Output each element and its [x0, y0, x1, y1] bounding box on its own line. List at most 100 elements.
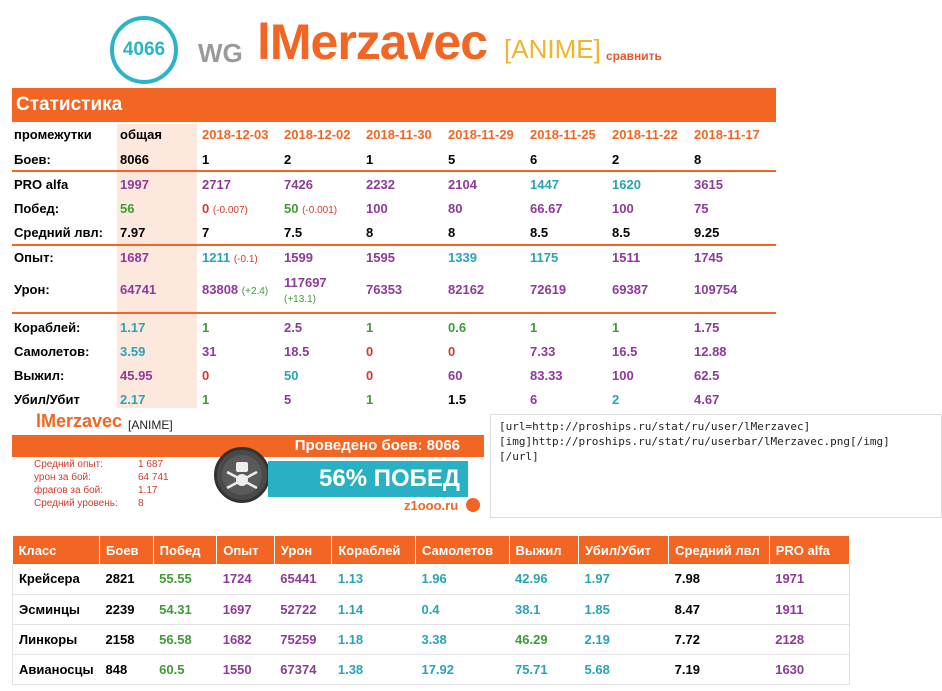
class-cell: 8.47 — [668, 594, 770, 625]
stats-cell: 109754 — [694, 282, 738, 297]
stats-cell: 2717 — [202, 177, 231, 192]
period-date[interactable]: 2018-11-22 — [612, 127, 678, 142]
stats-cell: 2 — [612, 152, 620, 167]
class-table: Класс Боев Побед Опыт Урон Кораблей Самолетов В… — [11, 536, 851, 685]
stats-cell: 2.5 — [284, 320, 303, 335]
class-cell: 65441 — [274, 564, 332, 595]
class-cell: 56.58 — [153, 624, 217, 655]
stats-cell: 72619 — [530, 282, 567, 297]
pirate-emblem-icon — [214, 447, 270, 503]
alliance-tag[interactable]: [ANIME] — [504, 34, 601, 64]
class-cell: 848 — [99, 654, 154, 685]
stats-cell: 2 — [284, 152, 292, 167]
stats-cell: 1 — [202, 152, 210, 167]
class-table-header[interactable]: Боев — [99, 536, 154, 564]
class-cell: 1.96 — [415, 564, 510, 595]
class-cell: 5.68 — [578, 654, 669, 685]
stats-cell: 1 — [530, 320, 538, 335]
class-cell: 1.38 — [331, 654, 416, 685]
stats-row: Урон: 64741 83808 (+2.4) 117697 (+13.1) 76353… — [12, 270, 776, 310]
class-table-header[interactable]: Побед — [153, 536, 218, 564]
stats-cell: 7 — [202, 225, 210, 240]
stats-cell: 3615 — [694, 177, 723, 192]
period-date[interactable]: 2018-12-02 — [284, 127, 351, 142]
stats-cell: 1 — [612, 320, 620, 335]
class-cell: 38.1 — [509, 594, 579, 625]
userbar-info-line: Средний уровень: 8 — [34, 498, 144, 509]
stats-cell: 31 — [202, 344, 217, 359]
period-date[interactable]: 2018-11-29 — [448, 127, 514, 142]
class-cell: 55.55 — [153, 564, 217, 595]
stats-row-label: Урон: — [14, 282, 50, 297]
class-cell: 2821 — [99, 564, 154, 595]
table-row: Эсминцы 2239 54.31 1697 52722 1.14 0.4 38.1 1.85… — [11, 594, 851, 625]
class-cell: 1.85 — [578, 594, 669, 625]
bbcode-line: [url=http://proships.ru/stat/ru/user/lMe… — [499, 420, 811, 433]
stats-cell: 66.67 — [530, 201, 563, 216]
stats-cell: 1339 — [448, 250, 477, 265]
stats-row: Убил/Убит 2.17 1 5 1 1.5 6 2 4.67 — [12, 388, 776, 412]
bbcode-box[interactable]: [url=http://proships.ru/stat/ru/user/lMe… — [490, 414, 942, 518]
compare-link[interactable]: сравнить — [606, 49, 662, 63]
stats-cell: 1447 — [530, 177, 559, 192]
stats-cell: 0 (-0.007) — [202, 201, 248, 216]
class-cell: 52722 — [274, 594, 332, 625]
stats-cell: 1 — [202, 320, 210, 335]
period-total: общая — [120, 127, 162, 142]
stats-cell: 2232 — [366, 177, 395, 192]
stats-row-label: Кораблей: — [14, 320, 81, 335]
class-cell: 54.31 — [153, 594, 217, 625]
period-date[interactable]: 2018-12-03 — [202, 127, 269, 142]
class-cell: 1630 — [769, 654, 851, 685]
class-cell: 1.13 — [331, 564, 416, 595]
stats-divider — [12, 312, 776, 314]
stats-cell: 80 — [448, 201, 463, 216]
period-date[interactable]: 2018-11-25 — [530, 127, 596, 142]
class-table-header[interactable]: Кораблей — [331, 536, 416, 564]
class-cell: 42.96 — [509, 564, 579, 595]
stats-cell: 0 — [448, 344, 456, 359]
stats-cell: 1 — [202, 392, 210, 407]
stats-cell: 1595 — [366, 250, 395, 265]
stats-cell: 7.97 — [120, 225, 146, 240]
stats-cell: 18.5 — [284, 344, 310, 359]
period-date[interactable]: 2018-11-17 — [694, 127, 760, 142]
stats-cell: 1 — [366, 392, 374, 407]
class-table-header[interactable]: Класс — [12, 536, 101, 564]
class-table-header[interactable]: Самолетов — [415, 536, 510, 564]
stats-cell: 2 — [612, 392, 620, 407]
class-cell: 75259 — [274, 624, 332, 655]
class-table-header[interactable]: Урон — [274, 536, 333, 564]
stats-cell: 76353 — [366, 282, 403, 297]
class-cell: 75.71 — [509, 654, 579, 685]
period-date[interactable]: 2018-11-30 — [366, 127, 432, 142]
userbar-info-line: Средний опыт: 1 687 — [34, 459, 164, 470]
periods-label: промежутки — [14, 127, 92, 142]
stats-cell: 1.5 — [448, 392, 467, 407]
stats-cell: 5 — [448, 152, 456, 167]
stats-delta: (+13.1) — [284, 294, 316, 305]
stats-cell: 1.17 — [120, 320, 146, 335]
class-table-header[interactable]: Убил/Убит — [578, 536, 670, 564]
class-cell: 1911 — [769, 594, 851, 625]
stats-cell: 8 — [366, 225, 374, 240]
clan-tag[interactable]: WG — [198, 38, 243, 68]
stats-cell: 100 — [366, 201, 388, 216]
userbar-nickname: lMerzavec — [36, 411, 123, 431]
stats-cell: 5 — [284, 392, 292, 407]
stats-cell: 1511 — [612, 250, 641, 265]
stats-cell: 9.25 — [694, 225, 720, 240]
stats-cell: 6 — [530, 392, 538, 407]
class-table-header[interactable]: Выжил — [509, 536, 580, 564]
stats-divider — [12, 244, 776, 246]
stats-row: Опыт: 1687 1211 (-0.1) 1599 1595 1339 1175 1511… — [12, 246, 776, 270]
class-table-header[interactable]: Опыт — [216, 536, 275, 564]
class-cell: 1.18 — [331, 624, 416, 655]
stats-cell: 100 — [612, 368, 634, 383]
class-table-header[interactable]: PRO alfa — [769, 536, 851, 564]
stats-cell: 7426 — [284, 177, 313, 192]
class-table-header[interactable]: Средний лвл — [668, 536, 770, 564]
stats-row: Средний лвл: 7.97 7 7.5 8 8 8.5 8.5 9.25 — [12, 221, 776, 245]
stats-cell: 0.6 — [448, 320, 467, 335]
stats-cell: 8066 — [120, 152, 149, 167]
